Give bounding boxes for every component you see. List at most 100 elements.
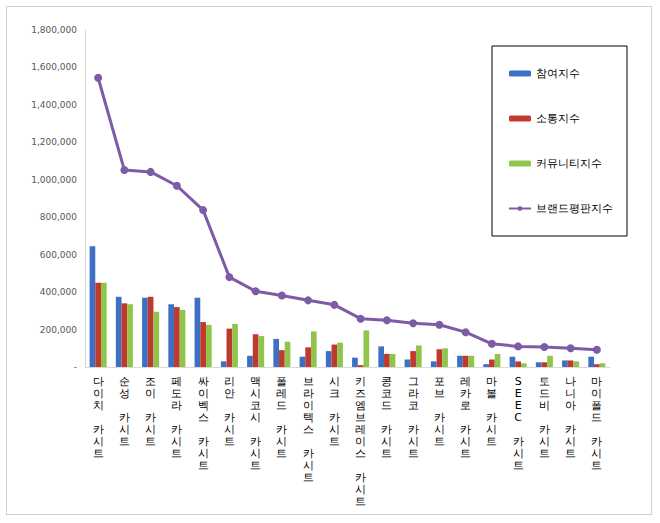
svg-text:카: 카 <box>145 410 157 424</box>
svg-text:트: 트 <box>513 459 524 472</box>
svg-text:-: - <box>74 362 77 372</box>
svg-text:트: 트 <box>539 447 550 460</box>
svg-text:이: 이 <box>355 434 367 448</box>
svg-text:1,000,000: 1,000,000 <box>31 175 77 185</box>
svg-text:텍: 텍 <box>302 410 314 424</box>
svg-text:이: 이 <box>302 398 314 412</box>
svg-text:트: 트 <box>198 459 209 472</box>
svg-text:이: 이 <box>92 386 104 400</box>
svg-text:시: 시 <box>250 410 262 424</box>
svg-text:참여지수: 참여지수 <box>536 67 580 80</box>
svg-text:크: 크 <box>328 386 340 400</box>
svg-text:그: 그 <box>407 374 419 388</box>
svg-text:카: 카 <box>171 422 183 436</box>
svg-text:트: 트 <box>145 435 156 448</box>
svg-text:리: 리 <box>223 374 235 388</box>
svg-text:라: 라 <box>302 386 314 400</box>
svg-text:드: 드 <box>276 398 288 412</box>
svg-text:맥: 맥 <box>250 374 262 388</box>
svg-text:브: 브 <box>355 410 367 424</box>
svg-text:트: 트 <box>276 447 287 460</box>
svg-text:시: 시 <box>250 386 262 400</box>
svg-text:트: 트 <box>408 447 419 460</box>
svg-text:트: 트 <box>329 435 340 448</box>
svg-text:트: 트 <box>486 435 497 448</box>
svg-text:라: 라 <box>407 386 419 400</box>
svg-text:1,600,000: 1,600,000 <box>31 62 77 72</box>
svg-text:트: 트 <box>355 495 366 508</box>
svg-text:안: 안 <box>223 386 235 400</box>
svg-text:도: 도 <box>171 386 183 400</box>
svg-text:엠: 엠 <box>355 398 367 412</box>
svg-text:트: 트 <box>303 471 314 484</box>
svg-text:시: 시 <box>118 422 130 436</box>
svg-text:라: 라 <box>171 398 183 412</box>
svg-text:싸: 싸 <box>197 374 209 388</box>
svg-text:시: 시 <box>197 446 209 460</box>
svg-text:1,800,000: 1,800,000 <box>31 25 77 35</box>
svg-text:코: 코 <box>381 386 393 400</box>
svg-text:시: 시 <box>276 434 288 448</box>
svg-text:트: 트 <box>460 447 471 460</box>
svg-text:카: 카 <box>381 422 393 436</box>
svg-text:카: 카 <box>250 434 262 448</box>
svg-text:트: 트 <box>250 459 261 472</box>
svg-text:트: 트 <box>381 447 392 460</box>
svg-text:트: 트 <box>565 447 576 460</box>
svg-text:시: 시 <box>171 434 183 448</box>
svg-text:카: 카 <box>223 410 235 424</box>
svg-text:콩: 콩 <box>381 374 393 388</box>
svg-text:이: 이 <box>145 386 157 400</box>
svg-text:카: 카 <box>276 422 288 436</box>
svg-text:레: 레 <box>276 386 288 400</box>
svg-text:400,000: 400,000 <box>40 287 77 297</box>
svg-text:트: 트 <box>93 447 104 460</box>
svg-text:브: 브 <box>302 374 314 388</box>
svg-text:시: 시 <box>92 434 104 448</box>
svg-text:트: 트 <box>119 435 130 448</box>
svg-text:조: 조 <box>145 374 157 388</box>
svg-text:트: 트 <box>171 447 182 460</box>
svg-text:커뮤니티지수: 커뮤니티지수 <box>536 157 602 170</box>
svg-text:코: 코 <box>250 398 262 412</box>
svg-text:카: 카 <box>355 470 367 484</box>
svg-text:스: 스 <box>355 446 367 460</box>
svg-text:카: 카 <box>197 434 209 448</box>
svg-text:시: 시 <box>250 446 262 460</box>
svg-text:레: 레 <box>355 422 367 436</box>
svg-text:트: 트 <box>224 435 235 448</box>
svg-text:다: 다 <box>92 374 104 388</box>
svg-text:카: 카 <box>92 422 104 436</box>
svg-text:즈: 즈 <box>355 386 367 400</box>
svg-text:성: 성 <box>118 386 130 400</box>
svg-text:카: 카 <box>328 410 340 424</box>
svg-text:키: 키 <box>355 374 367 388</box>
svg-text:스: 스 <box>302 422 314 436</box>
svg-text:폴: 폴 <box>276 374 288 388</box>
svg-text:시: 시 <box>355 482 367 496</box>
svg-text:소통지수: 소통지수 <box>536 112 580 125</box>
svg-text:시: 시 <box>328 374 340 388</box>
svg-text:시: 시 <box>223 422 235 436</box>
svg-text:카: 카 <box>302 446 314 460</box>
svg-text:800,000: 800,000 <box>40 212 77 222</box>
svg-text:드: 드 <box>381 398 393 412</box>
svg-text:이: 이 <box>197 386 209 400</box>
svg-text:200,000: 200,000 <box>40 325 77 335</box>
svg-text:시: 시 <box>381 434 393 448</box>
svg-text:스: 스 <box>197 410 209 424</box>
svg-text:카: 카 <box>118 410 130 424</box>
svg-text:트: 트 <box>591 459 602 472</box>
svg-text:치: 치 <box>92 398 104 412</box>
svg-text:시: 시 <box>328 422 340 436</box>
svg-text:1,200,000: 1,200,000 <box>31 137 77 147</box>
svg-text:1,400,000: 1,400,000 <box>31 100 77 110</box>
svg-text:순: 순 <box>118 374 130 388</box>
svg-text:시: 시 <box>302 458 314 472</box>
svg-text:시: 시 <box>145 422 157 436</box>
svg-text:페: 페 <box>171 374 183 388</box>
svg-text:트: 트 <box>434 435 445 448</box>
svg-text:벡: 벡 <box>197 398 209 412</box>
svg-text:600,000: 600,000 <box>40 250 77 260</box>
svg-text:브랜드평판지수: 브랜드평판지수 <box>536 202 613 215</box>
